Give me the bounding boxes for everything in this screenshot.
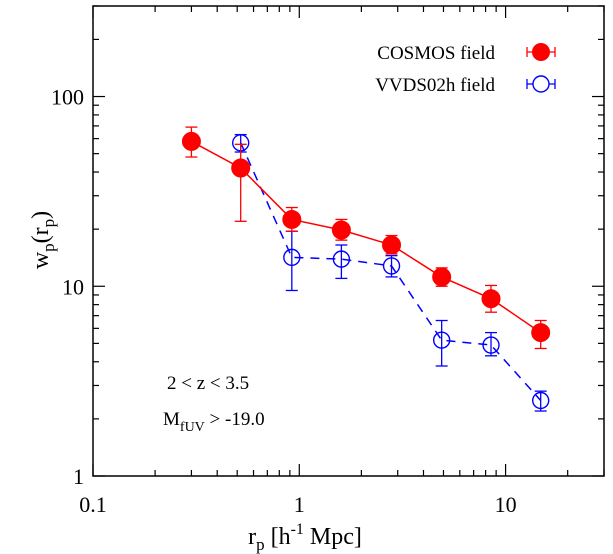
plot-frame xyxy=(92,5,605,477)
magnitude-annotation: MfUV > -19.0 xyxy=(163,409,265,435)
data-point xyxy=(531,391,550,410)
legend: COSMOS field VVDS02h field xyxy=(375,43,556,96)
x-axis-label: rp [h-1 Mpc] xyxy=(248,521,362,554)
axis-ticks xyxy=(92,5,605,477)
data-point xyxy=(482,336,500,354)
data-point xyxy=(481,289,501,309)
data-point xyxy=(283,248,301,267)
data-point xyxy=(332,250,351,268)
x-tick-label: 0.1 xyxy=(79,492,107,517)
y-tick-label: 100 xyxy=(51,85,84,110)
data-point xyxy=(331,220,351,240)
data-point xyxy=(432,331,451,349)
data-point xyxy=(382,257,401,275)
series-line xyxy=(240,142,542,401)
series-cosmos-field xyxy=(181,126,551,350)
data-point xyxy=(382,235,402,255)
y-tick-label: 1 xyxy=(73,464,84,489)
legend-marker xyxy=(532,43,550,61)
data-point xyxy=(531,323,551,343)
series-vvds02h-field xyxy=(232,133,550,412)
redshift-annotation: 2 < z < 3.5 xyxy=(167,373,249,394)
x-tick-label: 10 xyxy=(495,492,517,517)
legend-label: COSMOS field xyxy=(377,43,495,64)
tick-labels: 0.1 1 10 1 10 100 xyxy=(51,85,517,517)
data-point xyxy=(181,131,201,151)
x-tick-label: 1 xyxy=(294,492,305,517)
y-axis-label: wp(rp) xyxy=(28,211,58,269)
data-point xyxy=(432,267,452,287)
series-layer xyxy=(181,126,551,412)
y-tick-label: 10 xyxy=(62,274,84,299)
legend-marker xyxy=(532,75,550,93)
legend-label: VVDS02h field xyxy=(375,75,495,96)
data-point xyxy=(231,158,251,178)
data-point xyxy=(282,209,302,229)
